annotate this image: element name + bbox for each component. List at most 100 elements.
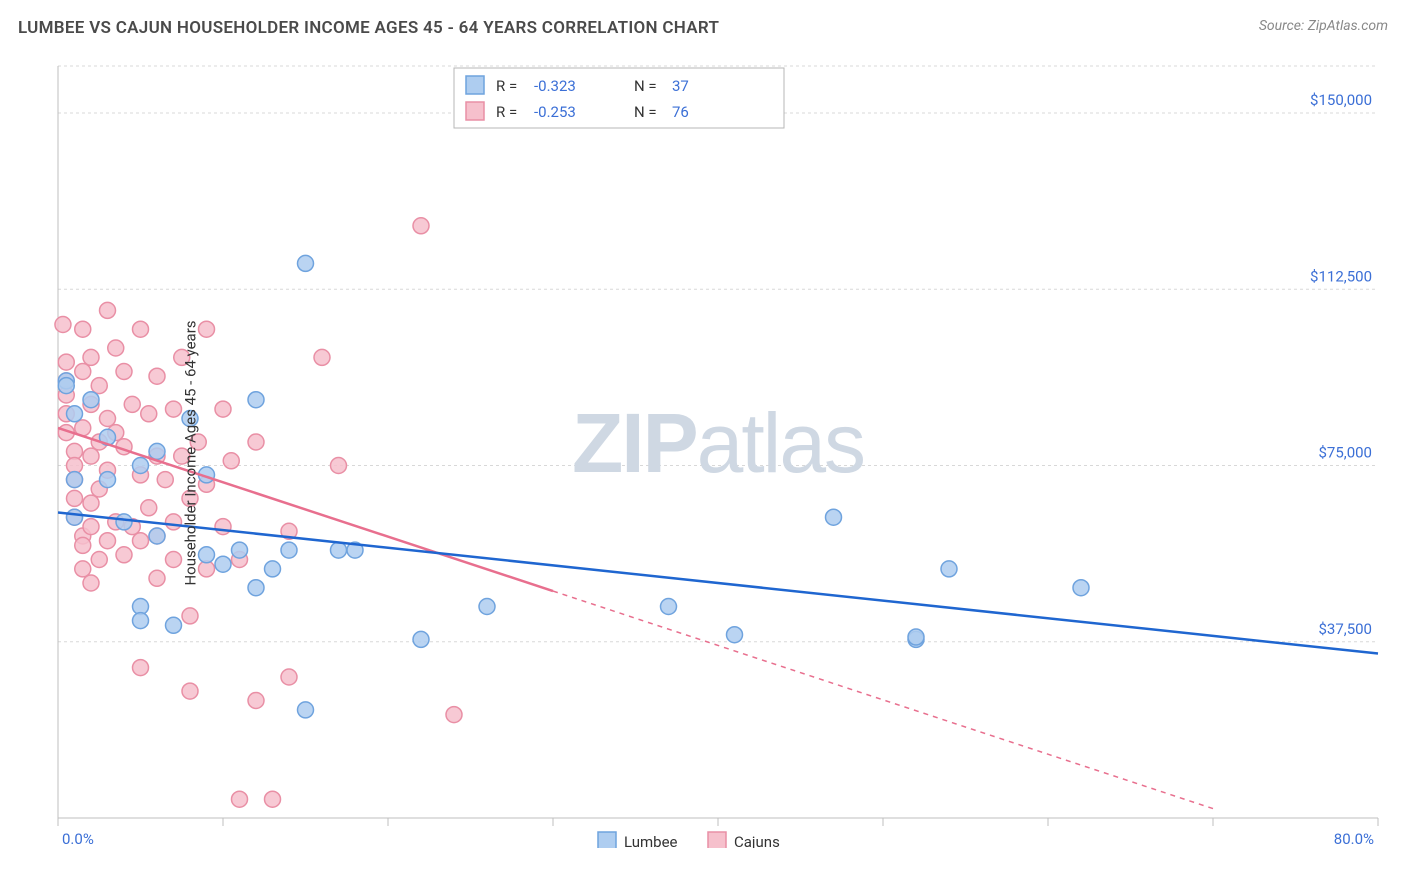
y-tick-label: $75,000 — [1318, 444, 1372, 462]
scatter-point — [67, 509, 83, 525]
legend-label: Cajuns — [734, 833, 780, 848]
x-tick-right: 80.0% — [1334, 830, 1374, 848]
scatter-point — [149, 570, 165, 586]
scatter-point — [67, 406, 83, 422]
scatter-point — [248, 392, 264, 408]
scatter-point — [298, 702, 314, 718]
svg-text:N =: N = — [634, 77, 657, 95]
scatter-point — [248, 434, 264, 450]
scatter-point — [182, 683, 198, 699]
regression-line-dashed — [553, 591, 1213, 809]
scatter-point — [116, 514, 132, 530]
scatter-point — [83, 519, 99, 535]
scatter-point — [223, 453, 239, 469]
source-label: Source: ZipAtlas.com — [1259, 18, 1388, 34]
scatter-point — [265, 791, 281, 807]
scatter-point — [661, 599, 677, 615]
scatter-point — [91, 552, 107, 568]
y-tick-label: $37,500 — [1318, 620, 1372, 638]
legend-swatch — [466, 102, 484, 120]
scatter-point — [232, 542, 248, 558]
scatter-point — [100, 302, 116, 318]
scatter-chart-svg: $37,500$75,000$112,500$150,0000.0%80.0%R… — [48, 58, 1388, 848]
scatter-point — [182, 608, 198, 624]
scatter-point — [75, 364, 91, 380]
scatter-point — [281, 669, 297, 685]
scatter-point — [215, 401, 231, 417]
svg-text:37: 37 — [672, 77, 689, 95]
scatter-point — [166, 401, 182, 417]
scatter-point — [116, 547, 132, 563]
svg-text:-0.253: -0.253 — [534, 103, 576, 121]
scatter-point — [100, 411, 116, 427]
scatter-point — [826, 509, 842, 525]
y-tick-label: $112,500 — [1310, 267, 1372, 285]
svg-text:-0.323: -0.323 — [534, 77, 576, 95]
scatter-point — [58, 354, 74, 370]
scatter-point — [133, 533, 149, 549]
svg-text:76: 76 — [672, 103, 689, 121]
scatter-point — [67, 490, 83, 506]
regression-line — [58, 428, 553, 591]
scatter-point — [215, 556, 231, 572]
scatter-point — [141, 500, 157, 516]
scatter-point — [298, 255, 314, 271]
scatter-point — [166, 514, 182, 530]
scatter-point — [116, 364, 132, 380]
scatter-point — [75, 321, 91, 337]
scatter-point — [100, 533, 116, 549]
scatter-point — [149, 443, 165, 459]
scatter-point — [413, 631, 429, 647]
scatter-point — [133, 321, 149, 337]
chart-title: LUMBEE VS CAJUN HOUSEHOLDER INCOME AGES … — [18, 18, 719, 38]
scatter-point — [133, 613, 149, 629]
series-legend: LumbeeCajuns — [598, 832, 780, 848]
scatter-point — [149, 528, 165, 544]
stats-legend: R = -0.323 N = 37 R = -0.253 N = 76 — [454, 68, 784, 128]
scatter-point — [727, 627, 743, 643]
scatter-point — [479, 599, 495, 615]
scatter-point — [265, 561, 281, 577]
scatter-point — [83, 495, 99, 511]
scatter-point — [133, 458, 149, 474]
scatter-point — [331, 542, 347, 558]
scatter-point — [133, 660, 149, 676]
scatter-point — [67, 472, 83, 488]
scatter-point — [83, 349, 99, 365]
scatter-point — [83, 448, 99, 464]
scatter-point — [446, 707, 462, 723]
svg-text:R =: R = — [496, 77, 517, 95]
legend-swatch — [708, 832, 726, 848]
chart-area: Householder Income Ages 45 - 64 years $3… — [48, 58, 1388, 848]
svg-text:R =: R = — [496, 103, 517, 121]
scatter-point — [166, 552, 182, 568]
legend-swatch — [466, 76, 484, 94]
scatter-point — [108, 340, 124, 356]
scatter-point — [314, 349, 330, 365]
x-tick-left: 0.0% — [62, 830, 94, 848]
scatter-point — [166, 617, 182, 633]
scatter-point — [215, 519, 231, 535]
scatter-point — [413, 218, 429, 234]
scatter-point — [199, 321, 215, 337]
scatter-point — [1073, 580, 1089, 596]
scatter-point — [248, 693, 264, 709]
scatter-point — [58, 378, 74, 394]
svg-text:N =: N = — [634, 103, 657, 121]
scatter-point — [281, 542, 297, 558]
y-axis-label: Householder Income Ages 45 - 64 years — [182, 320, 200, 585]
scatter-point — [331, 458, 347, 474]
legend-swatch — [598, 832, 616, 848]
scatter-point — [141, 406, 157, 422]
scatter-point — [199, 547, 215, 563]
scatter-point — [124, 396, 140, 412]
scatter-point — [100, 472, 116, 488]
scatter-point — [941, 561, 957, 577]
scatter-point — [75, 561, 91, 577]
scatter-point — [248, 580, 264, 596]
scatter-point — [149, 368, 165, 384]
scatter-point — [55, 317, 71, 333]
scatter-point — [157, 472, 173, 488]
scatter-point — [75, 537, 91, 553]
scatter-point — [232, 791, 248, 807]
